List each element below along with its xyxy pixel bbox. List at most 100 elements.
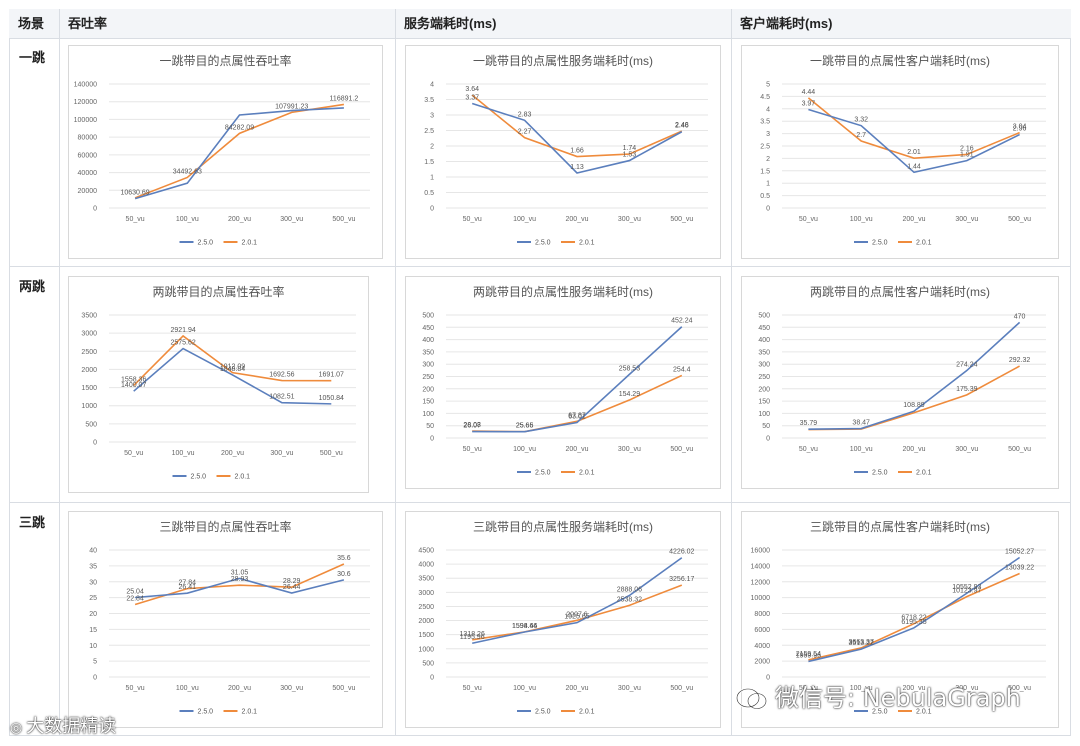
series-line-2.0.1: [472, 584, 683, 641]
data-label: 1594.44: [512, 623, 537, 630]
legend-label: 2.0.1: [916, 709, 932, 716]
data-label: 3513.22: [849, 640, 874, 647]
y-tick-label: 400: [422, 337, 434, 344]
x-tick-label: 100_vu: [850, 685, 873, 692]
x-tick-label: 200_vu: [903, 446, 926, 453]
y-tick-label: 3.5: [760, 119, 770, 126]
data-label: 2007.6: [566, 611, 588, 618]
x-tick-label: 200_vu: [566, 216, 589, 223]
y-tick-label: 140000: [74, 82, 97, 89]
y-tick-label: 0: [766, 675, 770, 682]
data-label: 1050.84: [319, 395, 344, 402]
x-tick-label: 300_vu: [618, 685, 641, 692]
data-label: 2538.32: [617, 596, 642, 603]
y-tick-label: 4.5: [760, 94, 770, 101]
y-tick-label: 3: [430, 113, 434, 120]
chart-two-hop-throughput: 两跳带目的点属性吞吐率 0 500 1000 1500 2000 2500 3000 3500 5…: [68, 276, 369, 493]
chart-title: 三跳带目的点属性吞吐率: [159, 519, 291, 534]
data-label: 1.44: [907, 163, 921, 170]
chart-canvas: 两跳带目的点属性服务端耗时(ms) 0 50 100 150 200 250 300 350 40…: [422, 284, 708, 477]
y-tick-label: 1: [766, 181, 770, 188]
y-tick-label: 0: [766, 206, 770, 213]
data-label: 28.93: [231, 576, 249, 583]
x-tick-label: 50_vu: [463, 685, 482, 692]
y-tick-label: 35: [89, 563, 97, 570]
data-label: 3663.37: [849, 639, 874, 646]
x-tick-label: 300_vu: [955, 216, 978, 223]
y-tick-label: 8000: [754, 611, 770, 618]
data-label: 2575.62: [170, 340, 195, 347]
data-label: 1.66: [570, 148, 584, 155]
y-tick-label: 500: [422, 660, 434, 667]
data-label: 1692.56: [269, 372, 294, 379]
x-tick-label: 100_vu: [176, 685, 199, 692]
data-label: 22.84: [126, 595, 144, 602]
column-divider: [59, 9, 60, 736]
x-tick-label: 50_vu: [799, 216, 818, 223]
y-tick-label: 2: [430, 144, 434, 151]
wechat-logo-icon: [735, 687, 769, 711]
y-tick-label: 3000: [81, 331, 97, 338]
data-label: 6718.22: [901, 615, 926, 622]
x-tick-label: 200_vu: [903, 216, 926, 223]
legend-label: 2.0.1: [579, 709, 595, 716]
y-tick-label: 350: [758, 349, 770, 356]
y-tick-label: 100: [422, 411, 434, 418]
chart-canvas: 两跳带目的点属性吞吐率 0 500 1000 1500 2000 2500 3000 3500 5…: [81, 284, 356, 481]
data-label: 2.16: [960, 145, 974, 152]
data-label: 10123.97: [952, 588, 981, 595]
x-tick-label: 100_vu: [176, 216, 199, 223]
x-tick-label: 300_vu: [618, 216, 641, 223]
legend-label: 2.5.0: [535, 709, 551, 716]
x-tick-label: 50_vu: [126, 216, 145, 223]
chart-title: 两跳带目的点属性吞吐率: [152, 284, 284, 299]
series-line-2.5.0: [808, 321, 1021, 430]
chart-canvas: 两跳带目的点属性客户端耗时(ms) 0 50 100 150 200 250 300 350 40…: [758, 284, 1046, 477]
series-line-2.0.1: [808, 572, 1020, 661]
legend-label: 2.5.0: [198, 709, 214, 716]
data-label: 2.01: [907, 149, 921, 156]
legend-label: 2.0.1: [235, 474, 251, 481]
y-tick-label: 80000: [78, 135, 98, 142]
x-tick-label: 300_vu: [280, 216, 303, 223]
x-tick-label: 300_vu: [955, 685, 978, 692]
chart-two-hop-client-latency: 两跳带目的点属性客户端耗时(ms) 0 50 100 150 200 250 300 350 40…: [741, 276, 1059, 489]
y-tick-label: 1000: [418, 646, 434, 653]
series-line-2.5.0: [808, 556, 1021, 663]
x-tick-label: 500_vu: [332, 216, 355, 223]
data-label: 274.24: [956, 362, 978, 369]
data-label: 108.89: [903, 402, 925, 409]
y-tick-label: 25: [89, 595, 97, 602]
chart-one-hop-throughput: 一跳带目的点属性吞吐率 0 20000 40000 60000 80000 100000 12…: [68, 45, 383, 259]
y-tick-label: 0: [766, 436, 770, 443]
y-tick-label: 300: [758, 362, 770, 369]
data-label: 1318.26: [460, 631, 485, 638]
chart-three-hop-client-latency: 三跳带目的点属性客户端耗时(ms) 0 2000 4000 6000 8000 10000 1…: [741, 511, 1059, 728]
data-label: 3.04: [1013, 124, 1027, 131]
x-tick-label: 200_vu: [228, 685, 251, 692]
x-tick-label: 100_vu: [513, 446, 536, 453]
series-line-2.5.0: [134, 107, 344, 200]
y-tick-label: 200: [422, 386, 434, 393]
data-label: 63.01: [568, 413, 586, 420]
x-tick-label: 200_vu: [566, 446, 589, 453]
y-tick-label: 50: [762, 423, 770, 430]
row-label-two-hop: 两跳: [19, 279, 46, 294]
x-tick-label: 50_vu: [799, 446, 818, 453]
chart-title: 两跳带目的点属性服务端耗时(ms): [473, 284, 653, 299]
data-label: 116891.2: [330, 95, 359, 102]
legend-label: 2.5.0: [872, 240, 888, 247]
y-tick-label: 2000: [81, 367, 97, 374]
data-label: 1195.96: [460, 634, 485, 641]
x-tick-label: 300_vu: [955, 446, 978, 453]
y-tick-label: 3: [766, 131, 770, 138]
x-tick-label: 200_vu: [228, 216, 251, 223]
series-line-2.0.1: [471, 94, 683, 158]
x-tick-label: 200_vu: [566, 685, 589, 692]
data-label: 1558.36: [121, 376, 146, 383]
data-label: 35.6: [337, 555, 351, 562]
row-label-three-hop: 三跳: [19, 515, 46, 530]
y-tick-label: 400: [758, 337, 770, 344]
data-label: 2.48: [675, 122, 689, 129]
x-tick-label: 100_vu: [513, 685, 536, 692]
